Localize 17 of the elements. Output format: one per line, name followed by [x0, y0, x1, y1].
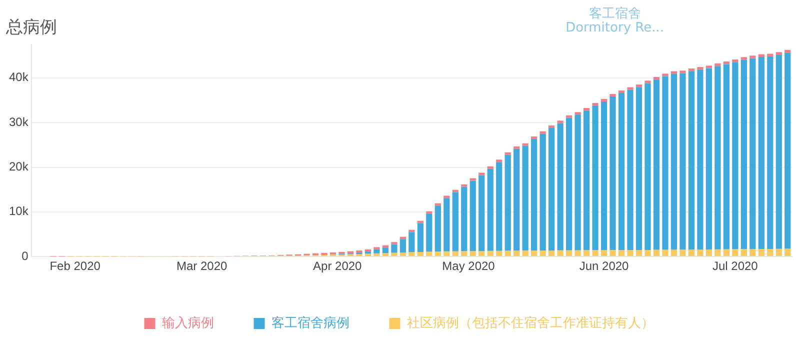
y-tick-label: 20k — [8, 160, 30, 174]
text: Dormitory Re... — [566, 20, 664, 36]
y-tick-label: 30k — [8, 114, 30, 129]
x-tick-label: Mar 2020 — [176, 259, 228, 274]
x-tick-label: Jun 2020 — [579, 259, 630, 274]
chart-title: 总病例 — [5, 18, 57, 38]
legend-label: 社区病例（包括不住宿舍工作准证持有人） — [406, 314, 654, 331]
y-tick-label: 0 — [22, 248, 29, 263]
x-tick-label: Feb 2020 — [50, 259, 101, 274]
x-tick-label: Jul 2020 — [712, 259, 758, 274]
x-tick-label: Apr 2020 — [313, 259, 362, 274]
legend-label: 客工宿舍病例 — [271, 314, 350, 331]
x-tick-label: May 2020 — [442, 259, 496, 274]
legend-label: 输入病例 — [162, 316, 214, 331]
y-tick-label: 40k — [8, 70, 30, 84]
y-tick-label: 10k — [8, 204, 30, 218]
text: 客工宿舍 — [588, 5, 641, 22]
